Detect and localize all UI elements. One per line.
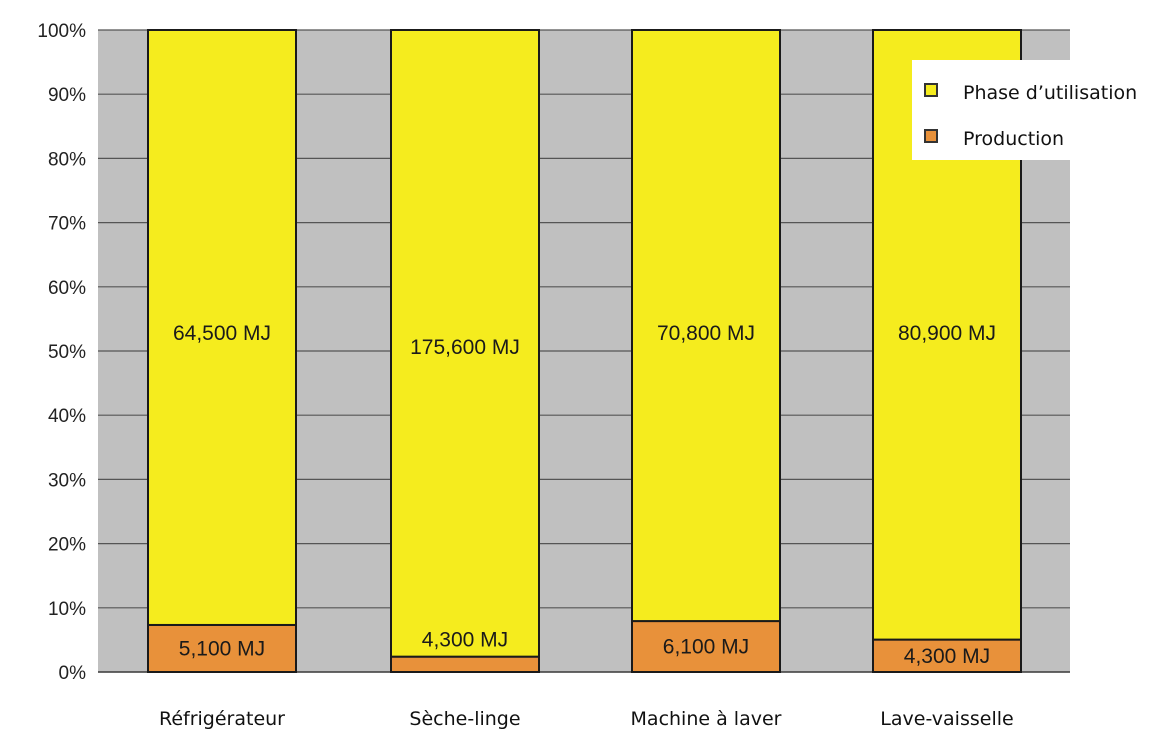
y-tick-label: 80% [48, 149, 86, 170]
data-label: 64,500 MJ [173, 322, 271, 345]
bar-segment-production [631, 620, 781, 673]
y-tick-label: 60% [48, 278, 86, 299]
x-category-label: Machine à laver [631, 708, 782, 730]
data-label: 5,100 MJ [179, 637, 265, 660]
y-tick-label: 0% [59, 663, 87, 684]
y-tick-label: 30% [48, 470, 86, 491]
x-category-label: Réfrigérateur [159, 708, 285, 730]
x-axis-labels: Réfrigérateur Sèche-linge Machine à laver L… [159, 708, 1014, 730]
legend-box [912, 60, 1158, 160]
data-label: 6,100 MJ [663, 636, 749, 659]
data-label: 4,300 MJ [904, 645, 990, 668]
data-label: 80,900 MJ [898, 322, 996, 345]
data-label: 175,600 MJ [410, 336, 520, 359]
bar-segment-utilisation [390, 29, 540, 658]
x-category-label: Sèche-linge [409, 708, 520, 730]
legend-swatch [924, 129, 938, 143]
y-tick-label: 90% [48, 85, 86, 106]
data-label: 70,800 MJ [657, 322, 755, 345]
y-tick-label: 40% [48, 406, 86, 427]
y-tick-label: 100% [37, 21, 86, 42]
y-tick-label: 70% [48, 214, 86, 235]
bar-segment-utilisation [631, 29, 781, 623]
bar-segment-utilisation [147, 29, 297, 626]
legend-label: Phase d’utilisation [963, 82, 1137, 104]
y-axis-ticks: 0% 10% 20% 30% 40% 50% 60% 70% 80% 90% 100% [37, 21, 86, 684]
y-tick-label: 50% [48, 342, 86, 363]
x-category-label: Lave-vaisselle [880, 708, 1013, 730]
y-tick-label: 20% [48, 535, 86, 556]
bar-segment-production [147, 623, 297, 674]
bar-segment-production [390, 655, 540, 673]
legend-swatch [924, 83, 938, 97]
data-label: 4,300 MJ [422, 629, 508, 652]
legend: Phase d’utilisation Production [912, 60, 1158, 160]
legend-label: Production [963, 128, 1064, 150]
y-tick-label: 10% [48, 599, 86, 620]
